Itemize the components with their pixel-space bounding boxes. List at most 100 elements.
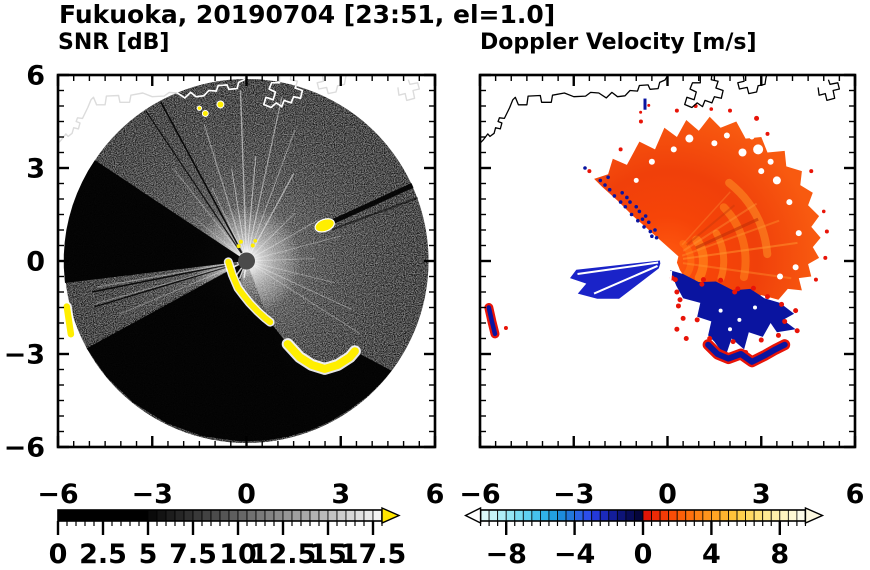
- fan-edge-navy-speck: [636, 218, 640, 223]
- colorbar-segment: [787, 509, 798, 522]
- outlier-red-speck: [674, 108, 679, 113]
- colorbar-segment: [102, 509, 113, 522]
- colorbar-segment: [93, 509, 104, 522]
- fan-streak-ray: [681, 219, 780, 257]
- y-tick-label: 0: [26, 247, 45, 278]
- snr-clutter-speck: [236, 244, 241, 249]
- colorbar-segment: [57, 509, 68, 522]
- colorbar-segment: [210, 509, 221, 522]
- colorbar-segment: [779, 509, 789, 522]
- snr-bright-ray: [248, 173, 295, 258]
- colorbar-segment: [505, 509, 516, 522]
- x-tick-label: −3: [132, 479, 173, 510]
- colorbar-segment: [728, 509, 738, 522]
- snr-bright-ray: [252, 262, 336, 284]
- y-tick-label: 3: [26, 154, 45, 185]
- inbound-red-fringe: [699, 281, 705, 287]
- outlier-red-speck: [823, 255, 828, 260]
- colorbar-segment: [625, 509, 635, 522]
- colorbar-velocity: −8 −4 0 4 8: [463, 506, 825, 570]
- colorbar-segment: [719, 509, 729, 522]
- colorbar-tick-label: 2.5: [79, 539, 127, 570]
- fan-edge-navy-speck: [654, 235, 659, 240]
- fan-edge-navy-speck: [634, 204, 639, 209]
- inbound-red-fringe: [782, 318, 788, 324]
- fan-edge-navy-speck: [637, 209, 642, 214]
- colorbar-segment: [345, 509, 356, 522]
- snr-bright-ray: [231, 169, 247, 259]
- colorbar-segment: [480, 509, 490, 522]
- colorbar-tick-label: 8: [770, 539, 789, 570]
- colorbar-segment: [531, 509, 541, 522]
- colorbar-tick-label: 10: [219, 539, 257, 570]
- x-tick-label: 0: [237, 479, 256, 510]
- x-tick-label: 0: [658, 479, 677, 510]
- snr-blocked-sector: [63, 160, 247, 283]
- colorbar-segment: [228, 509, 239, 522]
- colorbar-segment: [183, 509, 194, 522]
- fan-edge-navy-speck: [598, 178, 603, 183]
- colorbar-segment: [540, 509, 550, 522]
- fan-edge-navy-speck: [623, 204, 628, 209]
- colorbar-segment: [372, 509, 383, 522]
- inbound-red-fringe: [672, 277, 678, 283]
- outlier-red-speck: [638, 119, 643, 124]
- snr-bright-ray: [246, 155, 257, 258]
- coast-harbor: [684, 75, 724, 109]
- fan-gap-speck: [670, 146, 677, 153]
- fan-gap-speck: [786, 199, 793, 206]
- inbound-red-fringe: [750, 285, 756, 291]
- snr-bright-ray: [239, 90, 248, 258]
- fan-gap-speck: [758, 168, 765, 175]
- west-echo-dot: [503, 325, 508, 330]
- outlier-red-speck: [754, 115, 760, 121]
- snr-clutter-spot: [196, 105, 203, 111]
- snr-shadow-ray: [329, 183, 414, 225]
- fan-edge-navy-speck: [629, 212, 634, 217]
- wedge-gap-ray: [660, 270, 669, 302]
- snr-subtitle: SNR [dB]: [58, 30, 170, 55]
- inbound-gap-speck: [728, 327, 732, 332]
- snr-clutter-speck: [253, 239, 258, 243]
- outlier-red-speck: [809, 169, 814, 174]
- inbound-red-fringe: [674, 326, 680, 332]
- colorbar-segment: [796, 509, 806, 522]
- colorbar-segment: [770, 509, 781, 522]
- fan-streak-ray: [682, 202, 758, 252]
- colorbar-segment: [75, 509, 86, 522]
- radar-site-blank: [660, 253, 675, 269]
- inbound-gap-speck: [737, 317, 742, 322]
- snr-bright-ray: [249, 212, 296, 259]
- fan-streak-ray: [682, 241, 798, 260]
- colorbar-segment: [693, 509, 704, 522]
- y-tick-label: −3: [4, 340, 45, 371]
- x-tick-label: 6: [426, 479, 445, 510]
- snr-clutter-arc: [63, 303, 75, 338]
- snr-bright-ray: [251, 263, 361, 335]
- colorbar-tick-label: 4: [702, 539, 721, 570]
- fan-streak-ray: [695, 217, 759, 250]
- fan-edge-navy-speck: [653, 228, 657, 232]
- colorbar-segment: [273, 509, 284, 522]
- y-tick-label: 6: [26, 61, 45, 92]
- inbound-red-fringe: [718, 277, 724, 283]
- colorbar-segment: [147, 509, 158, 522]
- figure-title: Fukuoka, 20190704 [23:51, el=1.0]: [59, 0, 556, 29]
- fan-gap-speck: [777, 273, 783, 280]
- colorbar-segment: [111, 509, 122, 522]
- outlier-red-speck: [821, 209, 826, 214]
- x-tick-label: 3: [331, 479, 350, 510]
- colorbar-segment: [363, 509, 374, 522]
- colorbar-under-arrow: [463, 506, 482, 525]
- colorbar-segment: [354, 509, 365, 522]
- snr-bright-ray: [203, 124, 246, 257]
- wedge-gap-ray: [667, 270, 673, 308]
- colorbar-segment: [514, 509, 524, 522]
- inbound-red-fringe: [775, 332, 781, 338]
- snr-clutter-spot: [216, 100, 225, 109]
- colorbar-tick-label: 5: [139, 539, 158, 570]
- colorbar-segment: [192, 509, 203, 522]
- fan-edge-navy-speck: [646, 220, 651, 225]
- outlier-red-speck: [618, 147, 623, 152]
